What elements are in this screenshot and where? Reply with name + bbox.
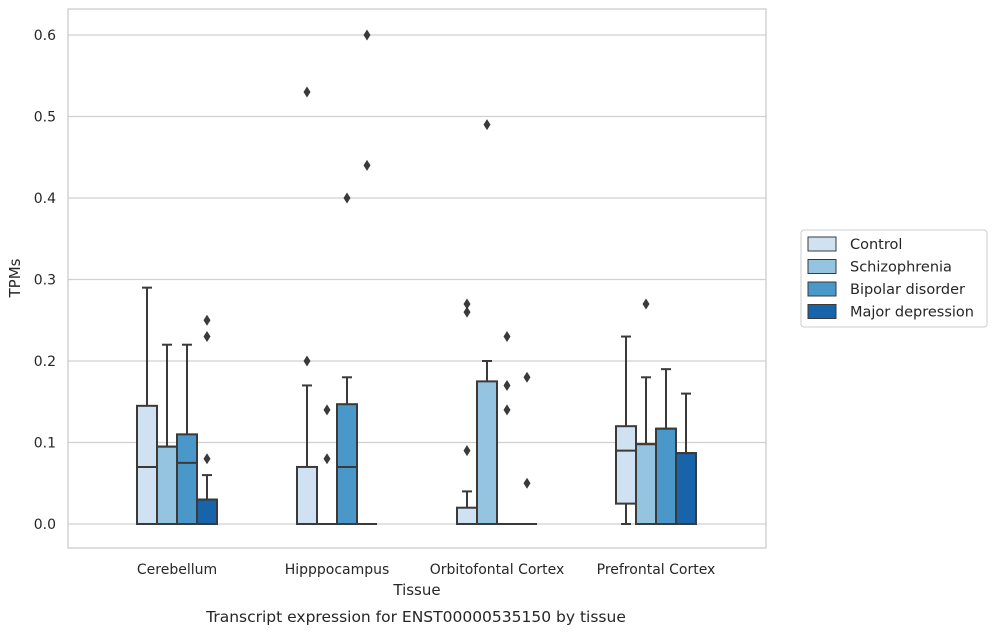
x-tick-label: Hipppocampus xyxy=(285,562,390,578)
box-body xyxy=(196,498,218,525)
outlier-point xyxy=(642,298,650,310)
y-tick-label: 0.3 xyxy=(34,273,56,289)
y-tick-label: 0.0 xyxy=(34,517,56,533)
outlier-point xyxy=(523,477,531,489)
outlier-point xyxy=(323,404,331,416)
legend-frame xyxy=(800,229,988,328)
box-bipolar-disorder xyxy=(176,343,198,526)
outlier-point xyxy=(503,404,511,416)
box-control xyxy=(456,298,478,526)
box-major-depression xyxy=(675,392,697,525)
box-body xyxy=(176,433,198,526)
outlier-point xyxy=(203,453,211,465)
legend-swatch xyxy=(807,304,837,319)
box-body xyxy=(635,443,657,526)
y-tick-label: 0.2 xyxy=(34,354,56,370)
box-body xyxy=(476,380,498,525)
box-schizophrenia xyxy=(156,343,178,526)
legend-swatch xyxy=(807,259,837,274)
box-body xyxy=(136,404,158,526)
box-body xyxy=(296,465,318,526)
outlier-point xyxy=(503,331,511,343)
outlier-point xyxy=(323,453,331,465)
outlier-point xyxy=(483,119,491,131)
y-tick-label: 0.1 xyxy=(34,436,56,452)
outlier-point xyxy=(363,159,371,171)
box-bipolar-disorder xyxy=(655,368,677,525)
outlier-point xyxy=(363,29,371,41)
box-bipolar-disorder xyxy=(497,331,517,525)
box-body xyxy=(675,452,697,525)
y-tick-label: 0.4 xyxy=(34,191,56,207)
y-axis-ticks: 0.0 0.1 0.2 0.3 0.4 0.5 0.6 xyxy=(34,28,56,533)
x-axis-ticks: Cerebellum Hipppocampus Orbitofontal Corte… xyxy=(137,562,715,578)
x-tick-label: Prefrontal Cortex xyxy=(597,562,716,578)
outlier-point xyxy=(503,379,511,391)
x-tick-label: Cerebellum xyxy=(137,562,217,578)
outlier-point xyxy=(343,192,351,204)
box-body xyxy=(336,403,358,526)
box-schizophrenia xyxy=(635,298,657,526)
box-control xyxy=(615,335,637,525)
y-axis-title: TPMs xyxy=(6,258,24,298)
outlier-point xyxy=(303,86,311,98)
box-body xyxy=(456,506,478,526)
legend-label: Bipolar disorder xyxy=(850,282,965,298)
outlier-point xyxy=(303,355,311,367)
outlier-point xyxy=(463,445,471,457)
box-bipolar-disorder xyxy=(336,192,358,526)
boxes xyxy=(136,29,697,526)
legend-swatch xyxy=(807,281,837,297)
box-schizophrenia xyxy=(317,404,337,525)
x-axis-title: Tissue xyxy=(392,581,440,599)
box-body xyxy=(156,445,178,526)
box-control xyxy=(296,86,318,526)
box-body xyxy=(615,425,637,505)
x-tick-label: Orbitofontal Cortex xyxy=(430,562,565,578)
box-major-depression xyxy=(517,371,537,525)
y-tick-label: 0.5 xyxy=(34,110,56,126)
box-control xyxy=(136,286,158,526)
box-schizophrenia xyxy=(476,119,498,525)
legend-label: Schizophrenia xyxy=(850,260,952,276)
outlier-point xyxy=(203,331,211,343)
box-major-depression xyxy=(357,29,377,525)
legend-label: Control xyxy=(850,237,902,253)
box-body xyxy=(655,427,677,525)
outlier-point xyxy=(203,314,211,326)
chart-caption: Transcript expression for ENST0000053515… xyxy=(205,608,626,626)
outlier-point xyxy=(463,306,471,318)
legend: Control Schizophrenia Bipolar disorder Majo… xyxy=(800,229,988,328)
legend-label: Major depression xyxy=(850,305,974,321)
outlier-point xyxy=(523,371,531,383)
box-major-depression xyxy=(196,314,218,525)
legend-swatch xyxy=(807,236,837,252)
plot-area-frame xyxy=(67,8,767,549)
outlier-point xyxy=(463,298,471,310)
y-tick-label: 0.6 xyxy=(34,28,56,44)
